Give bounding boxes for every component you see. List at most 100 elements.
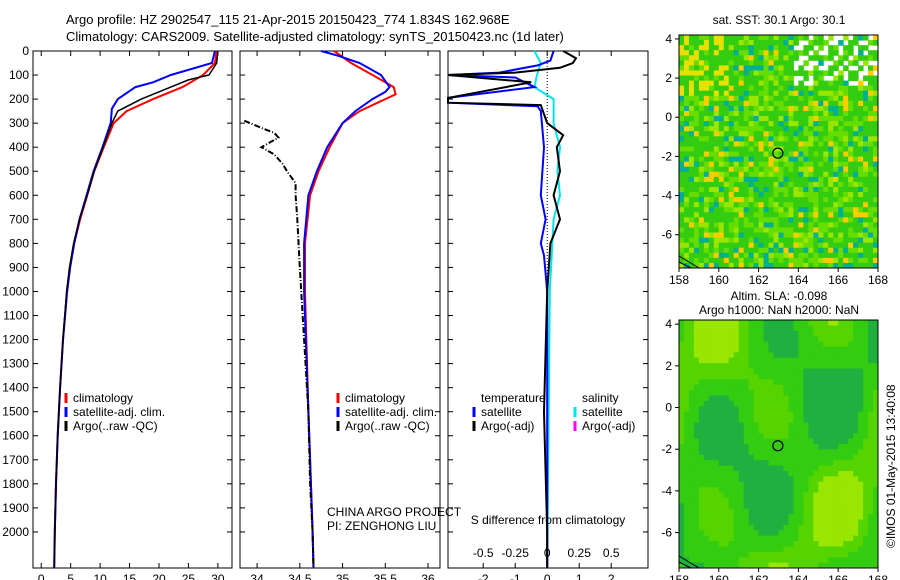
sst-cell [868,181,874,188]
sla-cell [698,519,705,526]
sla-cell [853,341,859,348]
sst-cell [703,40,710,46]
sst-cell [723,181,730,188]
sst-cell [748,202,755,208]
sst-cell [778,40,784,46]
map-x-tick-label: 162 [749,573,769,580]
sla-cell [773,357,779,364]
sst-cell [828,90,834,97]
sla-cell [698,341,705,348]
sst-cell [718,131,725,137]
sst-cell [688,176,695,183]
sst-cell [768,161,775,168]
sla-cell [788,390,794,396]
sla-cell [679,352,685,359]
sst-cell [758,131,765,137]
x-tick-label: -2 [478,572,489,580]
sla-cell [818,411,824,418]
sla-cell [858,390,864,396]
sla-cell [838,417,844,423]
sst-cell [763,35,770,41]
sst-cell [718,217,725,223]
sst-cell [808,95,814,102]
sla-cell [803,503,809,510]
sla-cell [798,454,804,461]
sla-cell [788,368,794,375]
sst-cell [679,75,685,82]
sla-cell [718,530,725,537]
sla-cell [828,427,834,434]
sla-cell [683,449,690,456]
sst-cell [823,237,829,244]
sla-cell [753,514,760,520]
sla-cell [823,357,829,364]
sla-cell [793,384,799,391]
sst-cell [733,217,740,223]
sst-cell [788,252,794,259]
sla-cell [708,357,715,364]
sst-cell [813,207,819,213]
sla-cell [679,357,685,364]
sla-cell [768,476,775,483]
sst-cell [738,146,745,152]
sst-cell [833,141,839,147]
sst-cell [718,60,725,66]
sla-cell [679,320,685,326]
sla-cell [778,562,784,569]
sst-cell [733,151,740,158]
x-tick-label: 0 [544,572,551,580]
sla-cell [723,346,730,353]
sst-cell [823,151,829,158]
sla-cell [733,562,740,569]
sla-cell [743,519,750,526]
sst-cell [738,192,745,198]
sla-cell [798,368,804,375]
sst-cell [743,35,750,41]
sst-cell [773,176,779,183]
sst-cell [733,40,740,46]
sla-cell [833,497,839,504]
sla-cell [679,460,685,467]
sst-cell [848,105,854,112]
sla-cell [823,427,829,434]
sst-cell [783,110,789,117]
sst-cell [873,146,879,152]
sla-cell [738,357,745,364]
sla-cell [733,406,740,413]
sst-cell [703,35,710,41]
sst-cell [773,126,779,132]
x-tick-label: 25 [182,572,196,580]
sst-cell [783,75,789,82]
sst-cell [763,237,770,244]
sst-cell [808,166,814,173]
sla-cell [843,444,849,450]
sst-cell [748,105,755,112]
sst-cell [728,202,735,208]
sst-cell [733,252,740,259]
sst-cell [828,181,834,188]
sst-cell [773,237,779,244]
sla-cell [688,330,695,337]
sst-cell [768,186,775,193]
sst-cell [773,70,779,77]
sla-cell [823,514,829,520]
sla-cell [828,541,834,547]
sla-cell [758,449,765,456]
sla-cell [868,352,874,359]
sla-cell [818,551,824,558]
sla-cell [838,341,844,348]
sst-cell [738,136,745,142]
sst-cell [743,186,750,193]
legend-label: Argo(..raw -QC) [345,419,430,433]
sst-cell [708,40,715,46]
sst-cell [788,156,794,163]
sla-cell [828,406,834,413]
sla-cell [733,497,740,504]
satellite-clim-line [53,50,216,569]
sla-cell [683,427,690,434]
sla-cell [823,487,829,494]
sst-cell [768,227,775,234]
sla-cell [873,368,879,375]
sla-cell [758,395,765,402]
sla-cell [679,411,685,418]
